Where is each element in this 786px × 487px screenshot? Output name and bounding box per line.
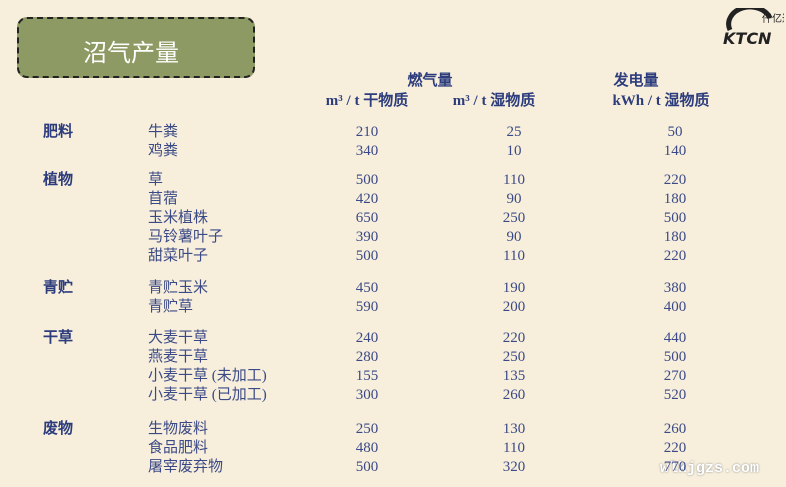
cell-value: 155 [355,368,379,384]
column-header: m³ / t 干物质 [325,93,409,109]
logo-sub: 仟亿达 [762,12,784,25]
cell-value: 180 [663,229,687,245]
cell-value: 390 [355,229,379,245]
cell-value: 10 [506,143,522,159]
watermark: wlkjgzs.com [660,460,760,477]
category: 废物 [43,421,74,437]
cell-value: 480 [355,440,379,456]
cell-value: 320 [502,459,526,475]
cell-value: 240 [355,330,379,346]
item: 甜菜叶子 [148,248,209,264]
cell-value: 140 [663,143,687,159]
title-box: 沼气产量 [17,17,255,78]
cell-value: 220 [663,440,687,456]
item: 燕麦干草 [148,349,209,365]
category: 青贮 [43,280,74,296]
cell-value: 500 [355,459,379,475]
column-header: m³ / t 湿物质 [452,93,536,109]
cell-value: 220 [663,248,687,264]
cell-value: 770 [663,459,687,475]
group-header: 燃气量 [407,73,453,89]
item: 食品肥料 [148,440,209,456]
cell-value: 500 [355,172,379,188]
item: 小麦干草 (已加工) [148,387,267,403]
item: 苜蓿 [148,191,179,207]
cell-value: 500 [663,349,687,365]
item: 青贮玉米 [148,280,209,296]
cell-value: 250 [502,210,526,226]
cell-value: 190 [502,280,526,296]
item: 大麦干草 [148,330,209,346]
cell-value: 250 [355,421,379,437]
cell-value: 90 [506,191,522,207]
item: 牛粪 [148,124,179,140]
cell-value: 650 [355,210,379,226]
cell-value: 440 [663,330,687,346]
cell-value: 300 [355,387,379,403]
cell-value: 110 [503,248,525,264]
item: 鸡粪 [148,143,179,159]
category: 植物 [43,172,74,188]
category: 干草 [43,330,74,346]
cell-value: 340 [355,143,379,159]
cell-value: 260 [663,421,687,437]
cell-value: 220 [663,172,687,188]
cell-value: 50 [667,124,683,140]
cell-value: 500 [663,210,687,226]
column-header: kWh / t 湿物质 [612,93,710,109]
cell-value: 450 [355,280,379,296]
cell-value: 400 [663,299,687,315]
cell-value: 380 [663,280,687,296]
cell-value: 590 [355,299,379,315]
cell-value: 200 [502,299,526,315]
logo-text: KTCN [723,29,772,48]
cell-value: 135 [502,368,526,384]
cell-value: 500 [355,248,379,264]
item: 草 [148,172,164,188]
item: 玉米植株 [148,210,209,226]
cell-value: 110 [503,440,525,456]
category: 肥料 [43,124,74,140]
cell-value: 420 [355,191,379,207]
slide-title: 沼气产量 [83,39,179,67]
cell-value: 25 [506,124,522,140]
cell-value: 130 [502,421,526,437]
cell-value: 280 [355,349,379,365]
cell-value: 270 [663,368,687,384]
cell-value: 110 [503,172,525,188]
group-header: 发电量 [613,73,659,89]
cell-value: 260 [502,387,526,403]
item: 生物废料 [148,421,209,437]
item: 青贮草 [148,299,194,315]
item: 小麦干草 (未加工) [148,368,267,384]
cell-value: 220 [502,330,526,346]
item: 屠宰废弃物 [148,459,224,475]
cell-value: 90 [506,229,522,245]
cell-value: 250 [502,349,526,365]
logo: 仟亿达 KTCN [723,8,784,48]
cell-value: 180 [663,191,687,207]
cell-value: 210 [355,124,379,140]
cell-value: 520 [663,387,687,403]
item: 马铃薯叶子 [148,229,224,245]
